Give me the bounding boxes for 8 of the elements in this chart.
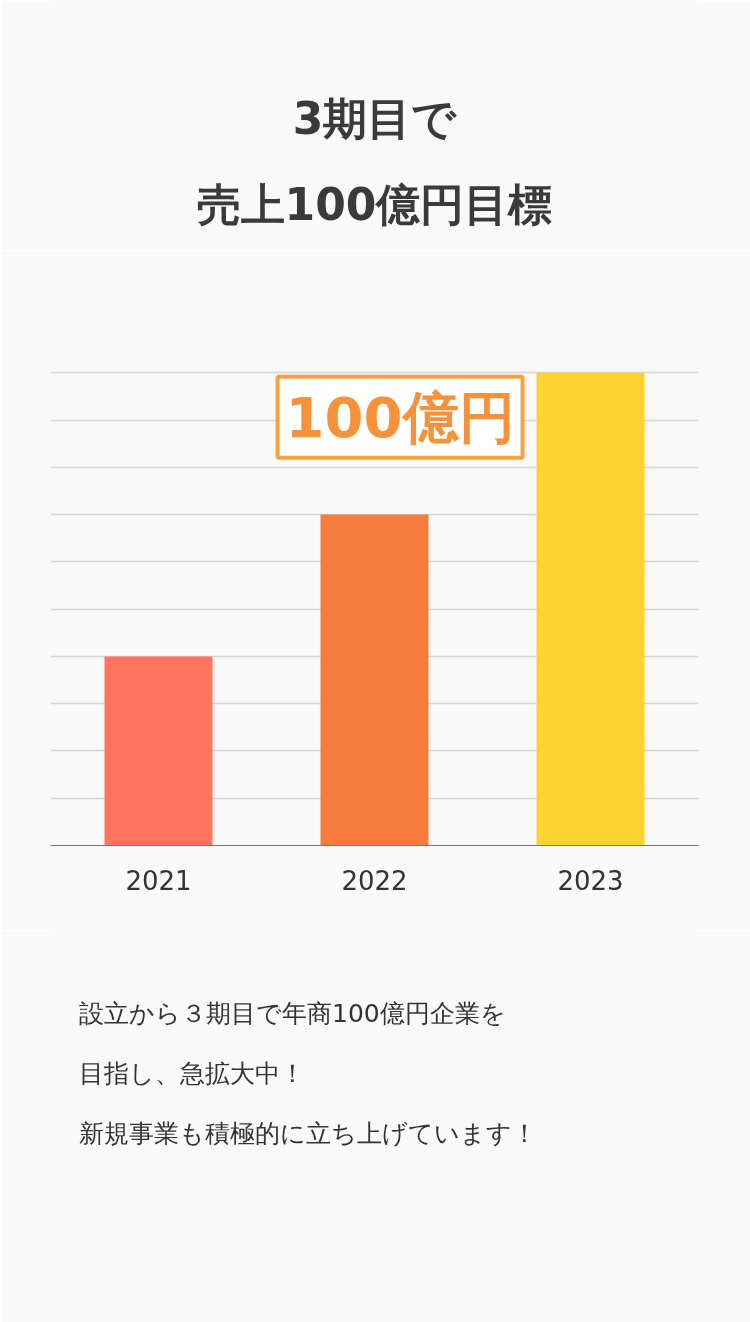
annotation: 100億円 <box>285 384 515 450</box>
chart-title: 3期目で <box>292 93 458 144</box>
x-tick-label: 2022 <box>341 865 408 896</box>
text: 新規事業も積極的に立ち上げています！ <box>79 1119 538 1148</box>
x-tick-label: 2023 <box>557 865 624 896</box>
chart-subtitle: 売上100億円目標 <box>196 179 553 230</box>
x-tick-label: 2021 <box>125 865 192 896</box>
text: 設立から３期目で年商100億円企業を目指し、急拡大中！ <box>79 999 506 1088</box>
